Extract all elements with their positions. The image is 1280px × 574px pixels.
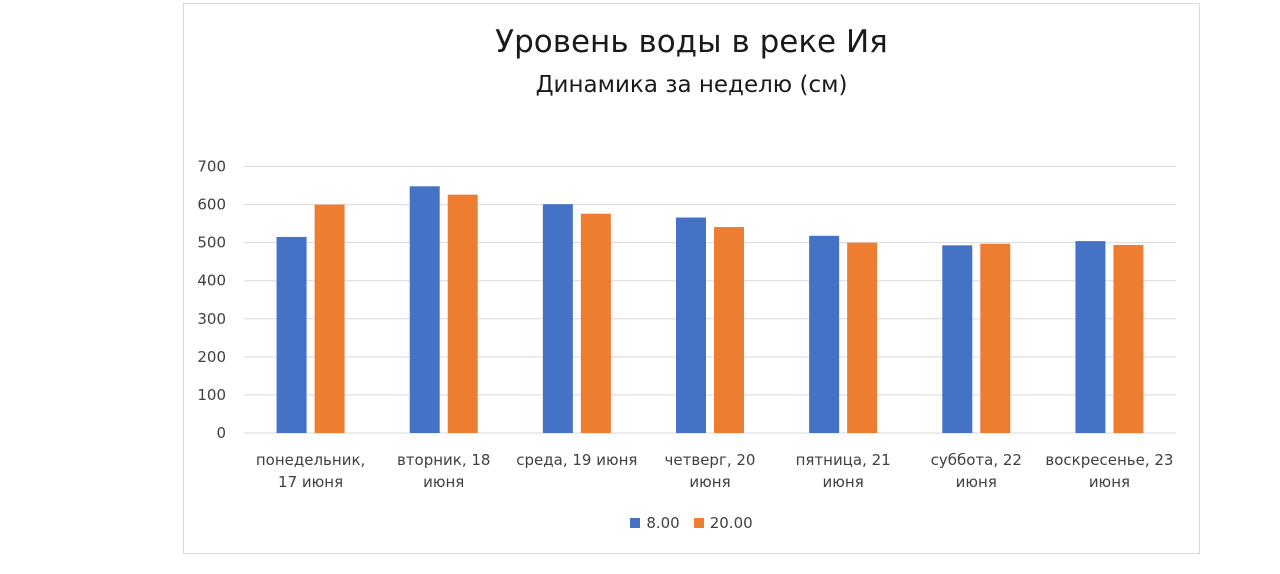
legend-item: 20.00: [693, 514, 753, 532]
x-category-label: июня: [1089, 473, 1130, 491]
chart-title: Уровень воды в реке Ия: [495, 24, 888, 60]
bar-evening: [447, 194, 478, 433]
bar-morning: [676, 217, 706, 433]
legend-swatch: [693, 518, 704, 528]
y-tick-label: 300: [197, 310, 226, 328]
x-category-label: июня: [689, 473, 730, 491]
x-category-label: пятница, 21: [796, 451, 891, 469]
bar-evening: [1113, 244, 1144, 433]
bar-morning: [942, 245, 973, 433]
legend-item: 8.00: [630, 514, 680, 532]
chart-subtitle: Динамика за неделю (см): [535, 72, 848, 98]
bar-evening: [980, 243, 1011, 433]
x-category-label: 17 июня: [278, 473, 343, 491]
y-tick-label: 400: [197, 272, 226, 290]
chart-legend: 8.00 20.00: [183, 514, 1200, 532]
x-category-label: июня: [956, 473, 997, 491]
y-tick-label: 100: [197, 386, 226, 404]
x-category-label: суббота, 22: [931, 451, 1022, 469]
x-category-label: понедельник,: [256, 451, 365, 469]
bar-evening: [847, 242, 878, 433]
x-category-label: июня: [823, 473, 864, 491]
bar-evening: [314, 204, 345, 433]
x-category-label: вторник, 18: [397, 451, 491, 469]
legend-label: 20.00: [709, 514, 753, 532]
bar-morning: [276, 236, 307, 433]
bar-morning: [809, 235, 840, 433]
bar-morning: [1075, 241, 1106, 433]
y-tick-label: 700: [197, 158, 226, 176]
x-category-label: среда, 19 июня: [516, 451, 637, 469]
x-category-label: июня: [423, 473, 464, 491]
x-category-label: воскресенье, 23: [1045, 451, 1173, 469]
y-tick-label: 500: [197, 234, 226, 252]
legend-label: 8.00: [646, 514, 680, 532]
y-tick-label: 0: [216, 424, 226, 442]
bar-evening: [580, 213, 611, 433]
bar-morning: [542, 204, 573, 433]
legend-swatch: [630, 518, 641, 528]
x-category-label: четверг, 20: [665, 451, 756, 469]
bar-morning: [409, 186, 440, 433]
y-tick-label: 200: [197, 348, 226, 366]
bar-evening: [714, 227, 744, 433]
y-tick-label: 600: [197, 196, 226, 214]
